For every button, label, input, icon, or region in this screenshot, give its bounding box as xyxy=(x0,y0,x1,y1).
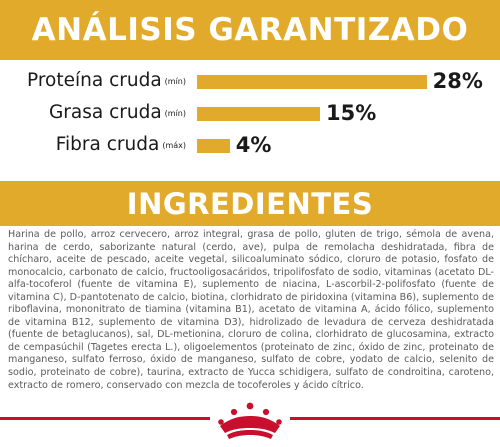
row-qualifier: (máx) xyxy=(162,140,186,150)
row-label: Fibra cruda (máx) xyxy=(56,132,186,158)
ingredients-text: Harina de pollo, arroz cervecero, arroz … xyxy=(8,229,494,391)
row-name: Fibra cruda xyxy=(55,134,160,155)
row-label: Grasa cruda (mín) xyxy=(49,100,186,126)
analysis-value: 4% xyxy=(235,133,272,157)
analysis-bar xyxy=(197,75,427,89)
row-label: Proteína cruda (mín) xyxy=(27,68,186,94)
ingredients-title: INGREDIENTES xyxy=(126,186,374,221)
analysis-bar xyxy=(197,139,230,153)
analysis-value: 28% xyxy=(432,69,483,93)
analysis-row-fiber: Fibra cruda (máx) 4% xyxy=(0,132,500,158)
analysis-row-fat: Grasa cruda (mín) 15% xyxy=(0,100,500,126)
analysis-banner: ANÁLISIS GARANTIZADO xyxy=(0,0,500,60)
footer-divider-left xyxy=(0,417,210,420)
analysis-row-protein: Proteína cruda (mín) 28% xyxy=(0,68,500,94)
analysis-chart: Proteína cruda (mín) 28% Grasa cruda (mín)… xyxy=(0,68,500,168)
analysis-bar xyxy=(197,107,320,121)
row-name: Grasa cruda xyxy=(48,102,162,123)
ingredients-banner: INGREDIENTES xyxy=(0,181,500,226)
row-qualifier: (mín) xyxy=(164,108,186,118)
footer-divider-right xyxy=(290,417,500,420)
row-qualifier: (mín) xyxy=(164,76,186,86)
royal-canin-crown-icon xyxy=(218,402,282,439)
analysis-value: 15% xyxy=(326,101,377,125)
analysis-title: ANÁLISIS GARANTIZADO xyxy=(31,12,469,48)
row-name: Proteína cruda xyxy=(27,70,162,91)
